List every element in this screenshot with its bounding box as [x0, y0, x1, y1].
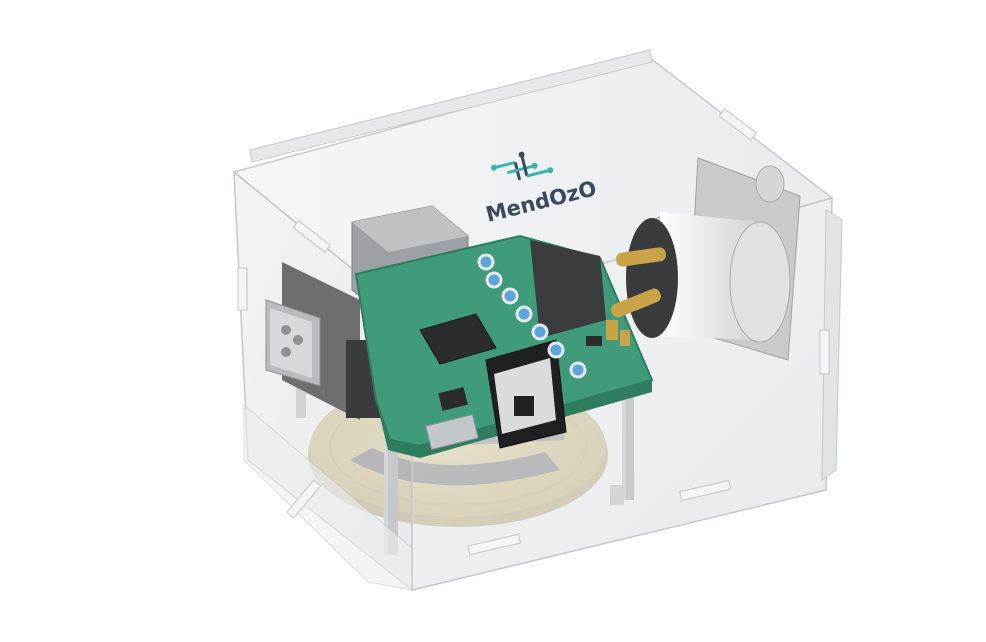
circuit-traces-icon [490, 151, 554, 181]
tactile-buttons [477, 253, 587, 379]
xlr-connector [611, 157, 801, 361]
db9-connector [265, 262, 386, 420]
pcb-board [354, 234, 654, 458]
